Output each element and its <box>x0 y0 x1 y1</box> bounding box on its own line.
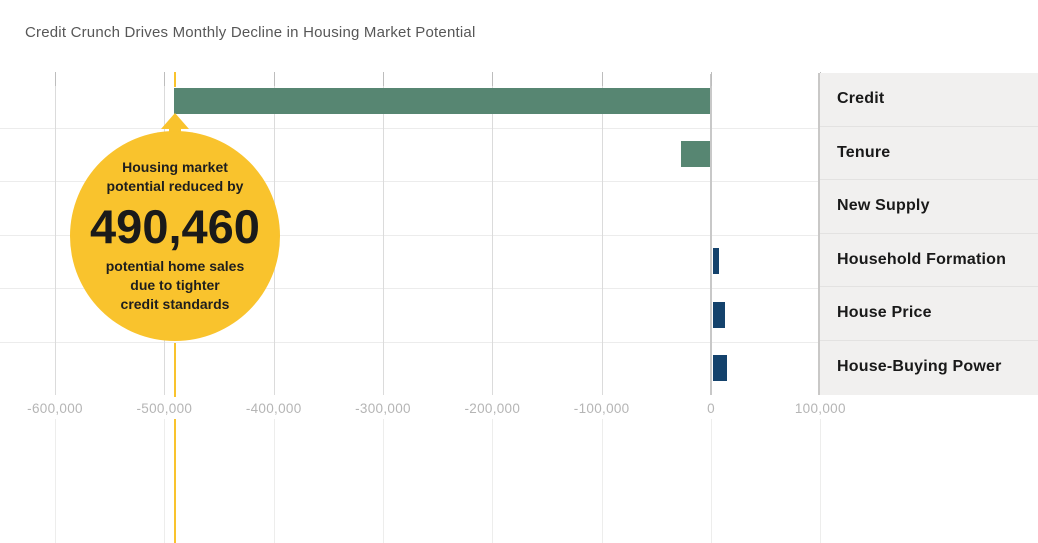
panel-row-new-supply: New Supply <box>820 180 1038 234</box>
gridline-extension <box>164 419 166 543</box>
gridline-extension <box>601 419 603 543</box>
panel-row-label: Tenure <box>837 143 891 161</box>
callout-intro-line2: potential reduced by <box>106 178 244 194</box>
panel-row-label: Credit <box>837 90 885 108</box>
bar-house-price <box>713 301 726 328</box>
callout-outro-line1: potential home sales <box>105 258 245 274</box>
axis-tick <box>601 72 603 86</box>
gridline-extension <box>711 419 712 543</box>
panel-row-label: New Supply <box>837 197 930 215</box>
axis-tick <box>383 72 384 86</box>
panel-row-credit: Credit <box>820 73 1038 127</box>
callout-value: 490,460 <box>90 200 260 253</box>
axis-tick <box>55 72 57 86</box>
gridline <box>55 74 57 395</box>
row-separator <box>0 181 818 182</box>
gridline <box>492 74 494 395</box>
axis-tick <box>492 72 494 86</box>
callout-outro-line3: credit standards <box>120 296 230 312</box>
panel-row-household-formation: Household Formation <box>820 234 1038 287</box>
gridline <box>383 74 384 395</box>
bar-house-buying-power <box>713 355 727 382</box>
bar-household-formation <box>713 248 719 275</box>
x-axis-tick-label: 0 <box>707 401 715 416</box>
axis-tick <box>711 72 712 86</box>
gridline-extension <box>492 419 494 543</box>
gridline <box>601 74 603 395</box>
x-axis-tick-label: -400,000 <box>245 401 302 416</box>
callout-bubble: Housing market potential reduced by 490,… <box>70 131 280 341</box>
x-axis-tick-label: 100,000 <box>794 401 846 416</box>
row-separator <box>0 288 818 289</box>
category-label-panel: Credit Tenure New Supply Household Formatio… <box>818 73 1038 395</box>
x-axis-tick-label: -300,000 <box>355 401 411 416</box>
bar-credit <box>173 87 710 114</box>
x-axis-tick-label: -500,000 <box>136 401 193 416</box>
panel-row-tenure: Tenure <box>820 127 1038 180</box>
x-axis-tick-label: -100,000 <box>573 401 630 416</box>
gridline-extension <box>383 419 384 543</box>
gridline-extension <box>820 419 822 543</box>
axis-tick <box>273 72 275 86</box>
annotation-line <box>174 72 176 87</box>
panel-row-house-buying-power: House-Buying Power <box>820 341 1038 395</box>
chart-title: Credit Crunch Drives Monthly Decline in … <box>25 24 476 41</box>
row-separator <box>0 127 818 129</box>
gridline-extension <box>273 419 275 543</box>
annotation-line <box>174 343 176 397</box>
bar-tenure <box>681 141 710 168</box>
callout-outro-line2: due to tighter <box>130 277 220 293</box>
row-separator <box>0 341 818 343</box>
zero-axis-line <box>710 74 712 395</box>
annotation-line <box>174 419 176 543</box>
callout-arrow-icon <box>161 113 189 129</box>
panel-row-label: Household Formation <box>837 250 1007 268</box>
panel-row-house-price: House Price <box>820 287 1038 341</box>
x-axis-tick-label: -200,000 <box>464 401 521 416</box>
panel-row-label: House Price <box>837 304 932 322</box>
callout-intro-line1: Housing market <box>122 159 228 175</box>
panel-row-label: House-Buying Power <box>837 358 1002 376</box>
row-separator <box>0 234 818 236</box>
x-axis-tick-label: -600,000 <box>27 401 83 416</box>
axis-tick <box>164 72 166 86</box>
gridline-extension <box>55 419 57 543</box>
